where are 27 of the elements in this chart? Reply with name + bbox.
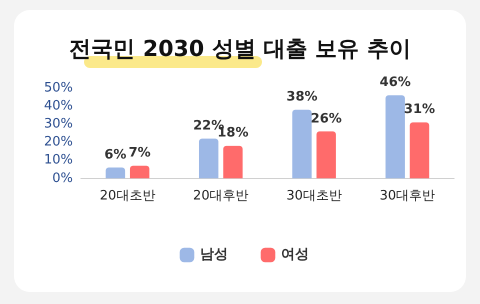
y-tick-label: 0%	[52, 170, 73, 186]
legend-label: 남성	[200, 246, 228, 263]
bar	[292, 110, 312, 178]
chart-title: 전국민 2030 성별 대출 보유 추이	[68, 36, 412, 64]
y-tick-label: 20%	[44, 134, 73, 150]
bar	[198, 138, 218, 178]
data-label: 31%	[404, 102, 436, 118]
x-tick-label: 30대초반	[286, 188, 342, 204]
bar	[410, 122, 430, 178]
data-label: 46%	[380, 75, 411, 90]
data-label: 26%	[310, 111, 342, 126]
bar	[223, 146, 243, 178]
x-tick-label: 20대후반	[193, 188, 249, 204]
y-tick-label: 50%	[44, 80, 73, 96]
data-label: 38%	[286, 90, 318, 105]
x-tick-label: 30대후반	[380, 188, 436, 204]
data-label: 6%	[104, 147, 126, 162]
bar	[130, 166, 150, 178]
bar	[106, 168, 126, 178]
y-tick-label: 40%	[44, 98, 73, 114]
data-label: 7%	[128, 146, 151, 161]
x-tick-label: 20대초반	[100, 188, 156, 204]
bar	[316, 131, 336, 178]
y-tick-label: 30%	[44, 116, 73, 132]
legend-label: 여성	[281, 246, 309, 263]
bar	[386, 95, 405, 178]
y-tick-label: 10%	[44, 152, 73, 168]
